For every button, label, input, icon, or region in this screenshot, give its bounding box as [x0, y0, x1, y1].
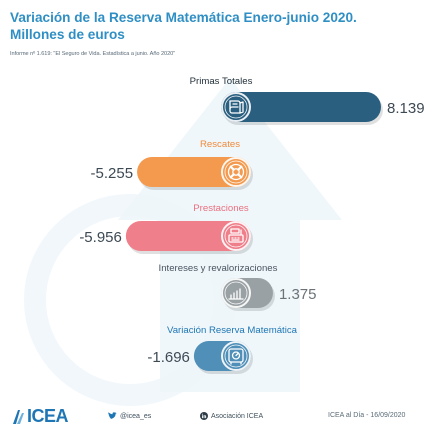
brand-name: ICEA	[27, 405, 69, 426]
category-label-prestaciones: Prestaciones	[193, 203, 249, 214]
chart-title-line2: Millones de euros	[10, 27, 125, 42]
lifebuoy-icon	[227, 163, 245, 181]
bar-rescates	[137, 157, 251, 187]
twitter-handle[interactable]: @icea_es	[108, 412, 151, 420]
linkedin-icon	[200, 412, 208, 420]
twitter-text: @icea_es	[120, 412, 152, 420]
footer: ICEA @icea_es Asociación ICEA ICEA al Dí…	[0, 398, 442, 434]
icon-badge-primas-totales	[221, 92, 251, 122]
publication-date: ICEA al Día - 16/09/2020	[328, 412, 406, 419]
icea-logo-icon	[13, 410, 24, 424]
value-label-intereses-y-revalorizaciones: 1.375	[279, 286, 317, 303]
safe-icon	[228, 348, 244, 365]
twitter-icon	[108, 412, 117, 419]
linkedin-text: Asociación ICEA	[211, 412, 264, 420]
category-label-rescates: Rescates	[200, 139, 240, 150]
value-label-variacion-reserva-matematica: -1.696	[147, 349, 190, 366]
linkedin-link[interactable]: Asociación ICEA	[200, 412, 263, 420]
value-label-rescates: -5.255	[91, 165, 134, 182]
source-note: Informe nº 1.619: "El Seguro de Vida. Es…	[10, 51, 176, 57]
book-icon	[229, 100, 244, 114]
chart-title: Variación de la Reserva Matemática Enero…	[10, 9, 430, 43]
icon-badge-variacion-reserva-matematica	[221, 341, 251, 371]
cash-register-icon	[228, 228, 244, 243]
category-label-primas-totales: Primas Totales	[190, 76, 253, 87]
value-label-prestaciones: -5.956	[79, 229, 122, 246]
icon-badge-rescates	[221, 157, 251, 187]
icea-logo: ICEA	[11, 405, 69, 426]
bar-primas-totales	[221, 92, 381, 122]
chart-title-line1: Variación de la Reserva Matemática Enero…	[10, 10, 357, 25]
growth-chart-icon	[228, 288, 244, 300]
value-label-primas-totales: 8.139	[387, 100, 425, 117]
icon-badge-prestaciones	[221, 221, 251, 251]
icon-badge-intereses-y-revalorizaciones	[221, 278, 251, 308]
category-label-intereses-y-revalorizaciones: Intereses y revalorizaciones	[159, 263, 278, 274]
category-label-variacion-reserva-matematica: Variación Reserva Matemática	[167, 325, 298, 336]
bar-prestaciones	[125, 221, 251, 251]
